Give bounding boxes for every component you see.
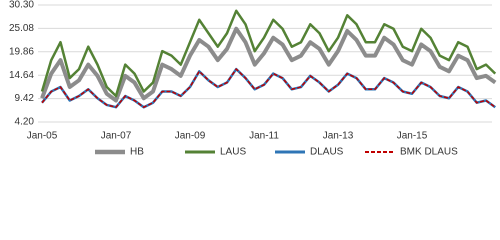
legend-label: BMK DLAUS xyxy=(400,147,458,158)
x-tick-label: Jan-05 xyxy=(27,131,58,142)
series-line xyxy=(40,26,497,103)
series-line xyxy=(40,9,497,98)
page: 4.20 9.42 14.64 19.86 25.08 30.30 Jan-05 Jan-07… xyxy=(8,0,497,158)
x-tick-label: Jan-13 xyxy=(323,131,354,142)
y-tick-label: 30.30 xyxy=(9,0,34,11)
legend-label: DLAUS xyxy=(310,147,344,158)
y-tick-label: 4.20 xyxy=(15,117,35,128)
x-tick-label: Jan-15 xyxy=(397,131,428,142)
x-tick-label: Jan-07 xyxy=(101,131,132,142)
legend-label: HB xyxy=(130,147,144,158)
y-tick-label: 19.86 xyxy=(9,46,34,57)
series-line xyxy=(41,68,496,108)
chart: 4.20 9.42 14.64 19.86 25.08 30.30 Jan-05 Jan-07… xyxy=(9,0,497,158)
legend-label: LAUS xyxy=(220,147,246,158)
y-tick-label: 9.42 xyxy=(15,93,35,104)
x-tick-label: Jan-11 xyxy=(249,131,279,142)
y-tick-label: 25.08 xyxy=(9,23,34,34)
y-tick-label: 14.64 xyxy=(9,70,34,81)
x-tick-label: Jan-09 xyxy=(175,131,206,142)
